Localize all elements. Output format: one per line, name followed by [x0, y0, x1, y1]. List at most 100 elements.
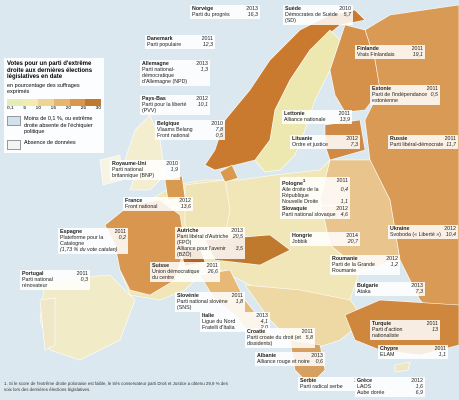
party-name: Parti de la Grande Roumanie [332, 262, 375, 274]
party-row: Parti de l'indépendance estonienne 0,5 [372, 92, 438, 104]
legend-title: Votes pour un parti d'extrême droite aux… [7, 61, 93, 80]
party-name: Parti national rénovateur [22, 277, 53, 289]
party-row: Vlaams Belang 7,8 [157, 127, 223, 133]
label-header: Suisse 2011 [152, 263, 218, 269]
party-name: Front national [125, 204, 158, 210]
label-header: Chypre 2011 [380, 346, 446, 352]
party-score: 0,5 [430, 92, 438, 98]
election-year: 2011 [336, 178, 348, 184]
party-name: Ordre et justice [292, 142, 328, 148]
country-name: Croatie [247, 329, 266, 335]
country-name: Italie [202, 313, 215, 319]
election-year: 2012 [179, 198, 191, 204]
election-year: 2013 [196, 61, 208, 67]
denmark [219, 164, 239, 183]
label-header: Bulgarie 2013 [357, 283, 423, 289]
party-name: Front national [157, 133, 190, 139]
country-name: Russie [390, 136, 408, 142]
party-row: Parti libéral d'Autriche (FPÖ) 20,5 [177, 234, 243, 246]
party-score: 1,2 [390, 262, 398, 268]
party-score: 3,5 [235, 246, 243, 252]
label-header: Belgique 2010 [157, 121, 223, 127]
country-name: Lettonie [284, 111, 305, 117]
country-label: Croatie 2011 Parti croate du droit (et dis… [245, 328, 315, 348]
label-header: Hongrie 2014 [292, 233, 358, 239]
party-row: LAOS 1,6 [357, 384, 423, 390]
party-row: Aile droite de la République 0,4 [282, 187, 348, 199]
country-label: Lituanie 2012 Ordre et justice 7,3 [290, 135, 360, 149]
label-header: Lettonie 2011 [284, 111, 350, 117]
label-header: Autriche 2013 [177, 228, 243, 234]
party-score: 20,7 [347, 239, 358, 245]
label-header: Turquie 2011 [372, 321, 438, 327]
country-label: Belgique 2010 Vlaams Belang 7,8 Front nation… [155, 120, 225, 140]
scale-label: 25 [80, 105, 86, 111]
spain [39, 274, 136, 361]
label-header: Russie 2011 [390, 136, 456, 142]
country-name: Suisse [152, 263, 170, 269]
legend-nodata: Absence de données [7, 139, 101, 150]
party-row: Ordre et justice 7,3 [292, 142, 358, 148]
party-row: Svoboda (« Liberté ») 10,4 [390, 232, 456, 238]
party-score: 26,6 [207, 269, 218, 275]
party-name: Vrais Finlandais [357, 52, 395, 58]
scale-label: 0,1 [7, 105, 14, 111]
label-header: Italie 2013 [202, 313, 268, 319]
party-row: Parti national rénovateur 0,3 [22, 277, 88, 289]
label-header: Pologne1 2011 [282, 178, 348, 187]
party-score: 6,9 [415, 390, 423, 396]
country-name: Finlande [357, 46, 379, 52]
party-score: 12,3 [202, 42, 213, 48]
legend-subtitle: en pourcentage des suffrages exprimés [7, 82, 80, 96]
country-name: France [125, 198, 143, 204]
country-label: Portugal 2011 Parti national rénovateur 0,3 [20, 270, 90, 290]
party-score: 4,6 [340, 212, 348, 218]
party-name: Ataka [357, 289, 371, 295]
label-header: Norvège 2013 [192, 6, 258, 12]
election-year: 2013 [231, 228, 243, 234]
legend: Votes pour un parti d'extrême droite aux… [4, 58, 104, 153]
color-scale [7, 98, 102, 106]
legend-absent: Moins de 0,1 %, ou extrême droite absent… [7, 116, 101, 136]
label-header: Allemagne 2013 [142, 61, 208, 67]
country-name: Pologne1 [282, 178, 306, 187]
label-header: Slovaquie 2012 [282, 206, 348, 212]
election-year: 2012 [386, 256, 398, 262]
party-name: Fratelli d'Italia [202, 325, 235, 331]
party-name: Nouvelle Droite [282, 198, 319, 205]
party-row: Parti national-démocratique d'Allemagne … [142, 67, 208, 85]
party-score: 10,1 [197, 102, 208, 108]
label-header: Ukraine 2012 [390, 226, 456, 232]
label-header: Lituanie 2012 [292, 136, 358, 142]
party-name: LAOS [357, 384, 372, 390]
party-row: Parti de la Grande Roumanie 1,2 [332, 262, 398, 274]
party-row: Alliance pour l'avenir (BZÖ) 3,5 [177, 246, 243, 258]
party-score: 20,5 [232, 234, 243, 240]
label-header: Grèce 2012 [357, 378, 423, 384]
party-row: Alliance rouge et noire 0,6 [257, 359, 323, 365]
country-name: Royaume-Uni [112, 161, 147, 167]
country-name: Bulgarie [357, 283, 379, 289]
country-name: Serbie [300, 378, 317, 384]
party-score: 1,1 [340, 198, 348, 205]
label-header: Estonie 2011 [372, 86, 438, 92]
country-label: Pologne1 2011 Aile droite de la République… [280, 177, 350, 206]
legend-nodata-text: Absence de données [24, 139, 76, 146]
country-name: Autriche [177, 228, 199, 234]
election-year: 2011 [426, 321, 438, 327]
party-row: Aube dorée 6,9 [357, 390, 423, 396]
party-name: Svoboda (« Liberté ») [390, 232, 441, 238]
scale-label: 30 [95, 105, 101, 111]
election-year: 2010 [339, 6, 351, 12]
country-label: Turquie 2011 Parti d'action nationaliste 13 [370, 320, 440, 340]
election-year: 2011 [231, 293, 243, 299]
country-name: Lituanie [292, 136, 313, 142]
party-score: 1,3 [200, 67, 208, 73]
election-year: 2012 [411, 378, 423, 384]
party-score: 19,1 [412, 52, 423, 58]
party-row: Plateforme pour la Catalogne 0,2 [60, 235, 126, 247]
scale-labels: 0,1 5 10 15 20 25 30 [7, 106, 101, 113]
party-name: Ligue du Nord [202, 319, 236, 325]
election-year: 2013 [246, 6, 258, 12]
